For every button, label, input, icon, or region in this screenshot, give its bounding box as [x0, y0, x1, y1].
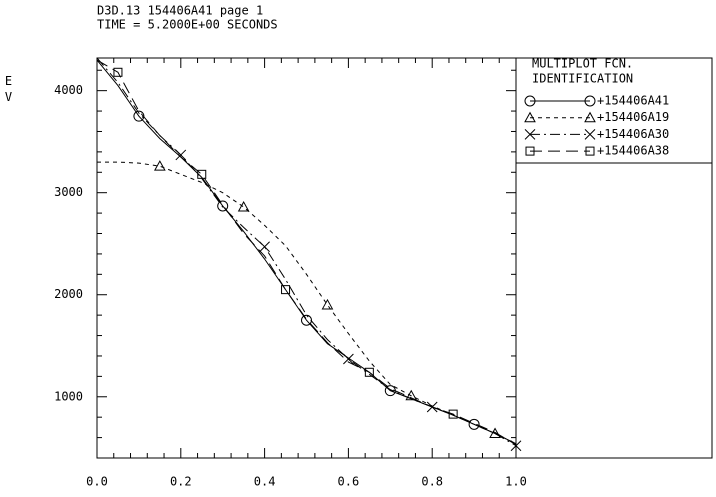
marker: [281, 285, 291, 295]
series-line: [96, 59, 517, 446]
legend-title: IDENTIFICATION: [532, 72, 633, 86]
marker: [524, 111, 536, 123]
series-line: [96, 59, 517, 445]
x-tick-label: 0.8: [421, 475, 443, 489]
legend-title: MULTIPLOT FCN.: [532, 57, 633, 71]
marker: [584, 95, 596, 107]
marker: [524, 95, 536, 107]
legend-label: +154406A30: [597, 127, 669, 141]
header-line: D3D.13 154406A41 page 1: [97, 4, 263, 18]
marker: [175, 149, 187, 161]
legend-label: +154406A38: [597, 144, 669, 158]
marker: [259, 241, 270, 253]
legend-label: +154406A19: [597, 110, 669, 124]
marker: [113, 67, 123, 77]
y-tick-label: 1000: [54, 389, 83, 403]
marker: [585, 146, 595, 156]
x-tick-label: 0.2: [170, 475, 192, 489]
marker: [154, 160, 166, 171]
marker: [468, 418, 480, 430]
marker: [343, 353, 354, 365]
marker: [489, 427, 501, 439]
x-tick-label: 0.4: [254, 475, 276, 489]
marker: [237, 200, 250, 212]
marker: [405, 389, 418, 401]
x-tick-label: 0.0: [86, 475, 108, 489]
marker: [584, 111, 596, 123]
series-line: [97, 161, 517, 445]
legend-frame: [515, 57, 713, 459]
series-line: [96, 57, 517, 447]
marker: [584, 129, 596, 140]
marker: [217, 200, 229, 212]
header-line: TIME = 5.2000E+00 SECONDS: [97, 18, 278, 32]
plot-frame: [96, 57, 517, 459]
x-tick-label: 0.6: [338, 475, 360, 489]
marker: [364, 367, 374, 377]
y-tick-label: 3000: [54, 185, 83, 199]
marker: [448, 409, 458, 419]
legend-label: +154406A41: [597, 94, 669, 108]
y-axis-label: EV: [2, 74, 16, 106]
y-tick-label: 2000: [54, 287, 83, 301]
x-tick-label: 1.0: [505, 475, 527, 489]
marker: [197, 169, 207, 179]
marker: [524, 129, 536, 140]
y-tick-label: 4000: [54, 83, 83, 97]
marker: [321, 298, 334, 310]
marker: [525, 146, 535, 156]
